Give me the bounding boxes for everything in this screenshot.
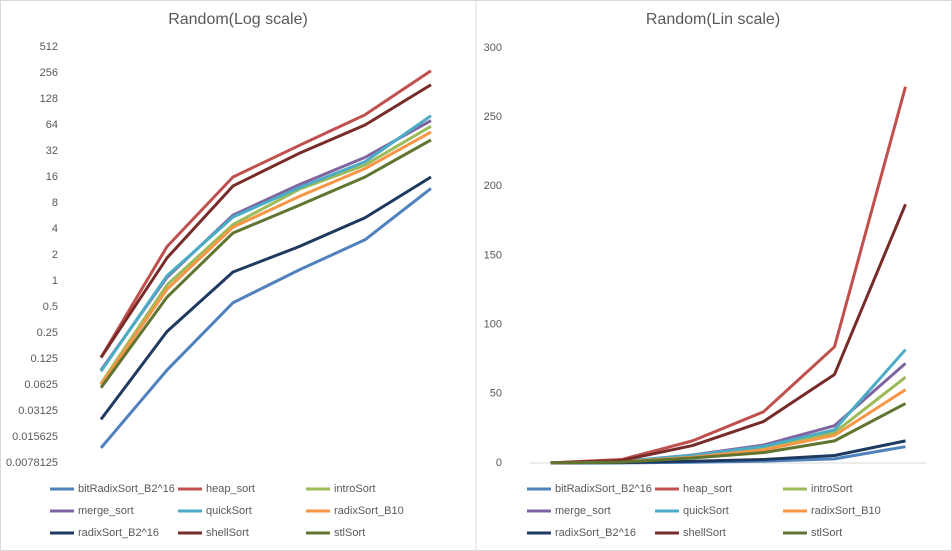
legend-label: heap_sort — [683, 483, 732, 495]
y-tick-label: 0.015625 — [12, 431, 58, 443]
legend-label: shellSort — [683, 527, 726, 539]
y-tick-label: 150 — [484, 249, 502, 261]
y-tick-label: 200 — [484, 180, 502, 192]
y-tick-label: 250 — [484, 111, 502, 123]
legend-label: bitRadixSort_B2^16 — [555, 483, 652, 495]
y-tick-label: 128 — [40, 93, 58, 105]
y-tick-label: 300 — [484, 42, 502, 54]
legend-label: shellSort — [206, 527, 249, 539]
legend-label: heap_sort — [206, 483, 255, 495]
series-line — [99, 187, 432, 449]
series-line — [99, 69, 432, 359]
legend-label: stlSort — [334, 527, 365, 539]
y-tick-label: 0.125 — [30, 353, 58, 365]
y-tick-label: 0.03125 — [18, 405, 58, 417]
y-tick-label: 4 — [52, 223, 58, 235]
y-tick-label: 16 — [46, 171, 58, 183]
series-line — [99, 175, 432, 421]
legend-label: quickSort — [206, 505, 252, 517]
series-line — [550, 402, 907, 465]
y-tick-label: 32 — [46, 145, 58, 157]
y-tick-label: 8 — [52, 197, 58, 209]
legend-label: bitRadixSort_B2^16 — [78, 483, 175, 495]
y-tick-label: 0.25 — [37, 327, 58, 339]
legend-label: quickSort — [683, 505, 729, 517]
legend-label: radixSort_B10 — [811, 505, 881, 517]
legend-label: merge_sort — [555, 505, 611, 517]
y-tick-label: 100 — [484, 319, 502, 331]
series-line — [99, 124, 432, 385]
legend-label: radixSort_B2^16 — [555, 527, 636, 539]
y-tick-label: 0.5 — [43, 301, 58, 313]
y-tick-label: 1 — [52, 275, 58, 287]
legend-label: introSort — [811, 483, 853, 495]
series-line — [99, 138, 432, 389]
y-tick-label: 256 — [40, 67, 58, 79]
y-tick-label: 2 — [52, 249, 58, 261]
series-line — [99, 130, 432, 386]
y-tick-label: 0 — [496, 457, 502, 469]
legend-label: stlSort — [811, 527, 842, 539]
series-line — [99, 114, 432, 373]
series-line — [99, 83, 432, 359]
chart-title: Random(Lin scale) — [646, 11, 780, 28]
legend-label: introSort — [334, 483, 376, 495]
legend-label: radixSort_B10 — [334, 505, 404, 517]
chart-title: Random(Log scale) — [168, 11, 308, 28]
legend-label: radixSort_B2^16 — [78, 527, 159, 539]
y-tick-label: 0.0078125 — [6, 457, 58, 469]
y-tick-label: 50 — [490, 388, 502, 400]
y-tick-label: 0.0625 — [24, 379, 58, 391]
y-tick-label: 512 — [40, 41, 58, 53]
legend-label: merge_sort — [78, 505, 134, 517]
y-tick-label: 64 — [46, 119, 58, 131]
